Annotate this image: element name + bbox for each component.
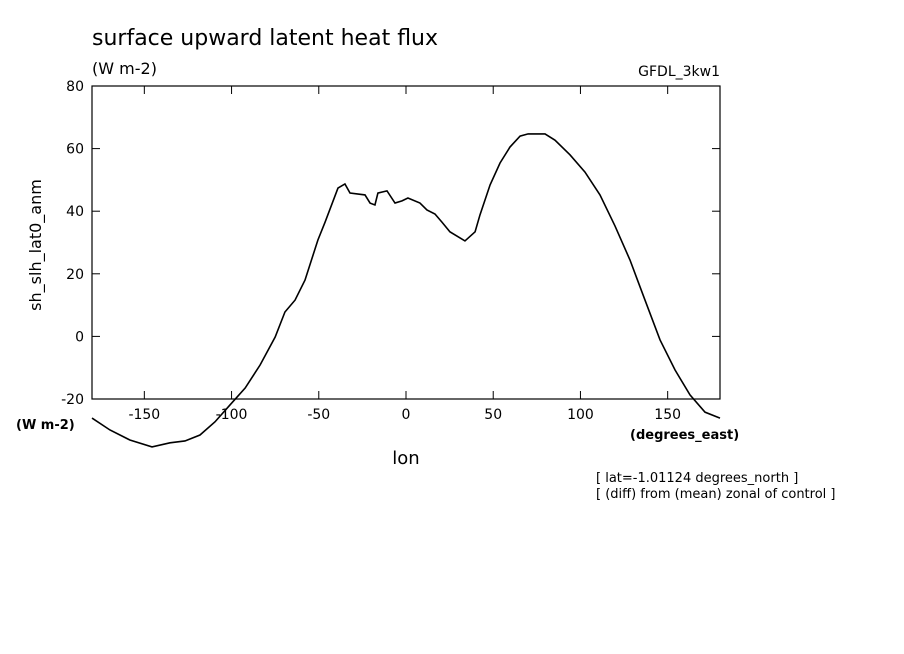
y-tick-label: 0 [75, 329, 84, 345]
x-tick-label: 50 [484, 407, 502, 423]
x-units: (degrees_east) [630, 428, 739, 443]
chart-title: surface upward latent heat flux [92, 26, 438, 51]
data-line [91, 133, 721, 448]
note: [ (diff) from (mean) zonal of control ] [596, 487, 835, 502]
x-tick-label: -50 [307, 407, 330, 423]
x-tick-label: 0 [402, 407, 411, 423]
x-axis-label: lon [392, 448, 419, 469]
note: [ lat=-1.01124 degrees_north ] [596, 471, 798, 486]
y-axis-label: sh_slh_lat0_anm [26, 179, 46, 311]
y-tick-label: -20 [61, 392, 84, 408]
chart-subtitle: (W m-2) [92, 59, 157, 78]
x-tick-label: 150 [654, 407, 681, 423]
y-tick-label: 60 [66, 142, 84, 158]
dataset-label: GFDL_3kw1 [638, 64, 720, 80]
y-tick-label: 40 [66, 204, 84, 220]
x-tick-label: 100 [567, 407, 594, 423]
x-tick-label: -150 [128, 407, 160, 423]
y-tick-label: 20 [66, 267, 84, 283]
y-tick-label: 80 [66, 79, 84, 95]
plot-frame [91, 85, 721, 400]
y-units: (W m-2) [16, 418, 75, 433]
